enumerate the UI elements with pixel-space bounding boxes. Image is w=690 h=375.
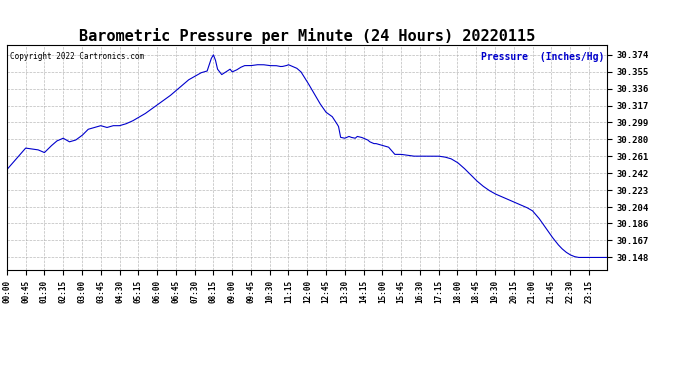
Text: Copyright 2022 Cartronics.com: Copyright 2022 Cartronics.com bbox=[10, 52, 144, 61]
Title: Barometric Pressure per Minute (24 Hours) 20220115: Barometric Pressure per Minute (24 Hours… bbox=[79, 28, 535, 44]
Text: Pressure  (Inches/Hg): Pressure (Inches/Hg) bbox=[481, 52, 604, 62]
